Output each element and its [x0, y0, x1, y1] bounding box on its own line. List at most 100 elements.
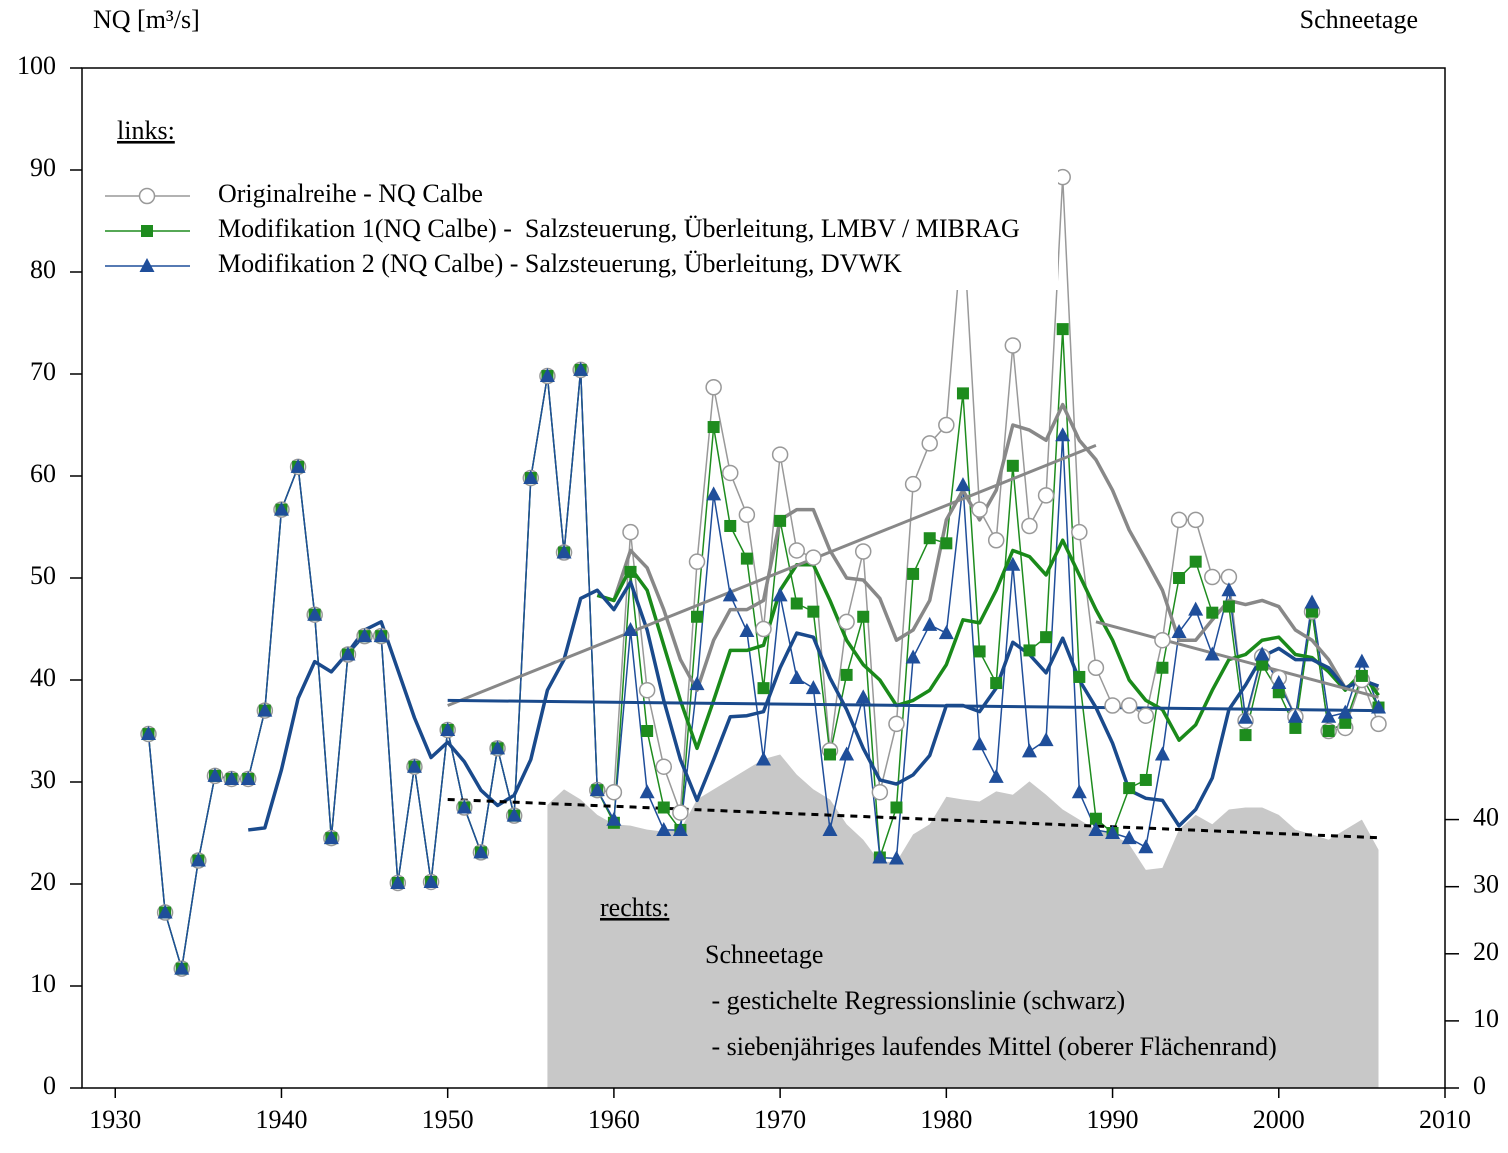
marker — [822, 821, 838, 836]
marker — [838, 613, 855, 631]
marker — [1306, 605, 1319, 618]
moving-average-line — [596, 402, 1380, 692]
marker — [207, 767, 223, 782]
marker — [1105, 825, 1121, 839]
y-tick-label: 30 — [30, 765, 56, 794]
annotation: - gestichelte Regressionslinie (schwarz) — [705, 986, 1125, 1015]
y2-tick-label: 30 — [1473, 870, 1499, 899]
x-tick-label: 1970 — [754, 1105, 806, 1134]
marker — [1138, 839, 1154, 854]
marker — [506, 807, 522, 822]
marker — [1071, 784, 1087, 799]
annotation: Schneetage — [705, 940, 823, 969]
marker — [307, 606, 323, 621]
marker — [972, 736, 988, 751]
marker — [1271, 675, 1287, 690]
marker — [323, 830, 339, 845]
marker — [1021, 517, 1038, 535]
marker — [157, 904, 173, 919]
x-tick-label: 1990 — [1087, 1105, 1139, 1134]
x-tick-label: 1940 — [255, 1105, 307, 1134]
marker — [1037, 487, 1055, 504]
y-tick-label: 40 — [30, 663, 56, 692]
marker — [921, 435, 938, 452]
marker — [823, 748, 836, 761]
marker — [1289, 721, 1302, 734]
legend-marker — [141, 225, 153, 237]
marker — [755, 620, 772, 638]
x-tick-label: 2000 — [1253, 1105, 1305, 1134]
marker — [556, 544, 572, 559]
marker — [1073, 670, 1086, 683]
marker — [1071, 523, 1088, 541]
marker — [672, 821, 688, 836]
marker — [840, 668, 853, 681]
marker — [1239, 729, 1252, 742]
marker — [691, 610, 704, 623]
plot-frame — [81, 67, 1446, 1089]
marker — [1256, 658, 1269, 671]
marker — [1189, 555, 1202, 568]
marker — [1222, 600, 1235, 613]
legend-label: Modifikation 2 (NQ Calbe) - Salzsteuerun… — [218, 249, 902, 278]
marker — [273, 501, 289, 516]
marker — [440, 721, 456, 736]
legend-marker — [138, 187, 156, 205]
marker — [904, 475, 922, 493]
marker — [490, 740, 506, 755]
marker — [539, 368, 555, 383]
plot-area — [140, 168, 1387, 1088]
marker — [523, 470, 539, 485]
marker — [722, 464, 739, 482]
marker — [473, 844, 489, 859]
legend-background — [95, 100, 1058, 290]
marker — [1173, 572, 1186, 584]
marker — [739, 623, 755, 638]
marker — [1355, 669, 1368, 682]
marker — [1221, 582, 1237, 597]
y-axis-label: NQ [m³/s] — [93, 5, 200, 34]
regression-line — [447, 444, 1097, 707]
marker — [406, 758, 422, 773]
x-tick-label: 2010 — [1419, 1105, 1471, 1134]
marker — [357, 628, 373, 643]
marker — [641, 725, 654, 737]
marker — [1006, 459, 1019, 472]
marker — [955, 477, 971, 492]
regression-line — [1095, 620, 1379, 699]
y-tick-label: 90 — [30, 153, 56, 182]
y2-tick-label: 10 — [1473, 1004, 1499, 1033]
marker — [973, 645, 986, 658]
marker — [1040, 631, 1053, 644]
x-tick-label: 1960 — [588, 1105, 640, 1134]
annotation: links: — [117, 116, 175, 145]
marker — [1238, 709, 1254, 724]
marker — [1088, 821, 1104, 836]
marker — [1272, 686, 1285, 699]
axes: 1930 1940 1950 1960 1970 1980 1990 2000 20100102… — [17, 51, 1499, 1134]
regression-line — [447, 698, 1379, 713]
y2-tick-label: 20 — [1473, 937, 1499, 966]
marker — [1304, 594, 1320, 609]
y-tick-label: 20 — [30, 867, 56, 896]
marker — [290, 458, 306, 473]
marker — [890, 801, 903, 814]
marker — [672, 804, 689, 821]
marker — [1322, 725, 1335, 737]
y-tick-label: 50 — [30, 561, 56, 590]
y2-tick-label: 0 — [1473, 1071, 1486, 1100]
marker — [790, 597, 803, 610]
marker — [1321, 708, 1337, 723]
marker — [1187, 511, 1204, 529]
marker — [888, 850, 904, 865]
y-tick-label: 60 — [30, 459, 56, 488]
marker — [940, 537, 953, 550]
y2-tick-label: 40 — [1473, 803, 1499, 832]
moving-average-line — [248, 580, 1380, 832]
marker — [839, 746, 855, 761]
y-tick-label: 70 — [30, 357, 56, 386]
marker — [807, 605, 820, 618]
marker — [771, 446, 789, 463]
marker — [738, 506, 756, 524]
